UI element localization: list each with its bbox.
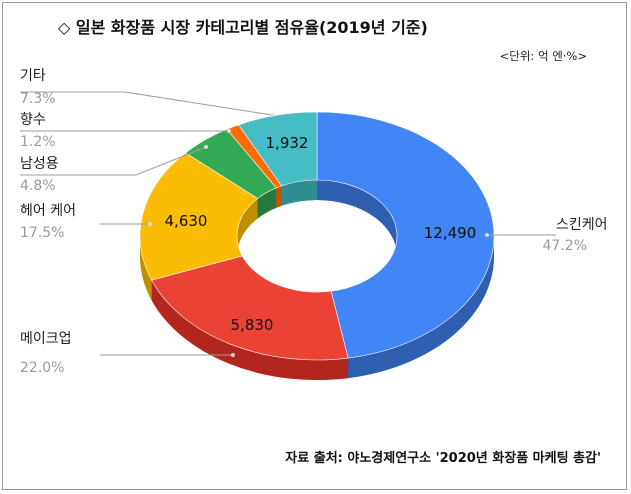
category-label-3: 남성용 bbox=[20, 156, 59, 172]
category-label-5: 기타 bbox=[20, 68, 46, 84]
source-note: 자료 출처: 야노경제연구소 '2020년 화장품 마케팅 총감' bbox=[285, 451, 601, 466]
leader-line-3 bbox=[20, 146, 207, 176]
slice-inner-wall-4 bbox=[276, 185, 282, 208]
chart-frame bbox=[2, 2, 627, 490]
slice-wall-1 bbox=[151, 280, 349, 380]
value-label-1: 5,830 bbox=[231, 316, 274, 334]
category-label-2: 헤어 케어 bbox=[20, 203, 76, 219]
percent-label-4: 1.2% bbox=[20, 134, 56, 150]
slice-0 bbox=[316, 111, 495, 359]
value-label-2: 4,630 bbox=[165, 212, 208, 230]
leader-dot-2 bbox=[148, 222, 152, 226]
percent-label-0: 47.2% bbox=[543, 238, 587, 254]
slice-inner-wall-5 bbox=[281, 180, 317, 206]
percent-label-3: 4.8% bbox=[20, 178, 56, 194]
value-label-5: 1,932 bbox=[266, 134, 309, 152]
leader-line-5 bbox=[20, 91, 273, 116]
slice-inner-wall-2 bbox=[237, 198, 258, 256]
value-label-0: 12,490 bbox=[424, 224, 477, 242]
percent-label-2: 17.5% bbox=[20, 225, 64, 241]
slice-wall-0 bbox=[348, 236, 494, 379]
leader-dot-3 bbox=[204, 145, 208, 149]
category-label-1: 메이크업 bbox=[20, 331, 72, 347]
unit-note: <단위: 억 엔·%> bbox=[499, 49, 587, 63]
leader-dot-1 bbox=[231, 353, 235, 357]
slice-1 bbox=[151, 255, 349, 361]
percent-label-5: 7.3% bbox=[20, 91, 56, 107]
category-label-4: 향수 bbox=[20, 112, 46, 128]
leader-dot-4 bbox=[227, 129, 231, 133]
category-label-0: 스킨케어 bbox=[556, 217, 608, 233]
slice-2 bbox=[139, 152, 259, 281]
leader-dot-5 bbox=[270, 113, 274, 117]
slice-5 bbox=[238, 111, 318, 187]
chart-title: ◇ 일본 화장품 시장 카테고리별 점유율(2019년 기준) bbox=[58, 18, 428, 37]
percent-label-1: 22.0% bbox=[20, 360, 64, 376]
leader-dot-0 bbox=[485, 233, 489, 237]
